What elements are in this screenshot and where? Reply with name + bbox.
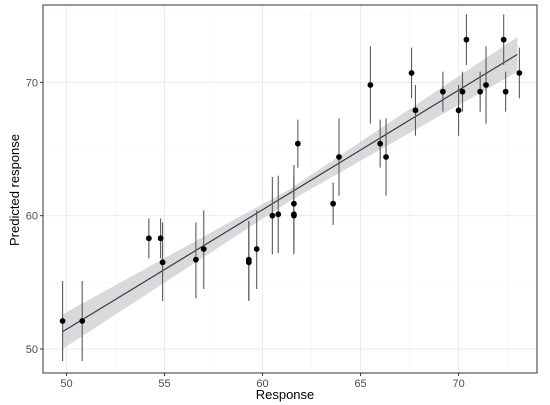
x-tick-label: 55 xyxy=(158,378,170,390)
data-point xyxy=(455,107,462,114)
data-point xyxy=(412,107,419,114)
data-point xyxy=(275,211,282,218)
data-point xyxy=(79,318,86,324)
y-axis-title: Predicted response xyxy=(7,134,22,246)
data-point xyxy=(336,154,342,160)
data-point xyxy=(367,82,374,88)
data-point xyxy=(291,212,297,219)
data-point xyxy=(253,246,260,252)
data-point xyxy=(200,246,207,252)
x-tick-label: 60 xyxy=(256,378,268,390)
error-bar-layer xyxy=(62,14,520,361)
data-point xyxy=(440,88,446,95)
data-point xyxy=(500,36,507,43)
data-point xyxy=(269,212,276,219)
data-point xyxy=(59,318,66,324)
data-point xyxy=(377,140,384,147)
x-axis-title: Response xyxy=(256,387,315,402)
data-point xyxy=(459,88,466,95)
data-point xyxy=(245,259,252,266)
data-point xyxy=(291,200,297,207)
data-point xyxy=(159,259,166,266)
x-tick-label: 70 xyxy=(452,378,464,390)
x-tick-label: 50 xyxy=(60,378,72,390)
data-point xyxy=(330,200,337,207)
data-point xyxy=(157,235,164,242)
panel-border xyxy=(42,4,538,374)
data-point xyxy=(145,235,152,242)
data-point xyxy=(477,88,484,95)
x-tick-label: 65 xyxy=(354,378,366,390)
data-point xyxy=(383,154,389,160)
fit-line-layer xyxy=(62,53,518,333)
data-point xyxy=(502,88,509,95)
x-axis-ticks: 50 55 60 65 70 xyxy=(60,373,465,390)
data-point xyxy=(516,70,523,76)
y-tick-label: 70 xyxy=(26,77,38,89)
fit-line xyxy=(62,53,518,333)
data-point xyxy=(408,70,415,76)
y-tick-label: 50 xyxy=(26,344,38,356)
data-point xyxy=(193,256,199,263)
data-point xyxy=(294,140,301,147)
y-tick-label: 60 xyxy=(26,211,38,223)
point-layer xyxy=(59,36,523,324)
data-point xyxy=(463,36,470,43)
data-point xyxy=(483,82,489,88)
y-axis-ticks: 50 60 70 xyxy=(26,77,43,356)
